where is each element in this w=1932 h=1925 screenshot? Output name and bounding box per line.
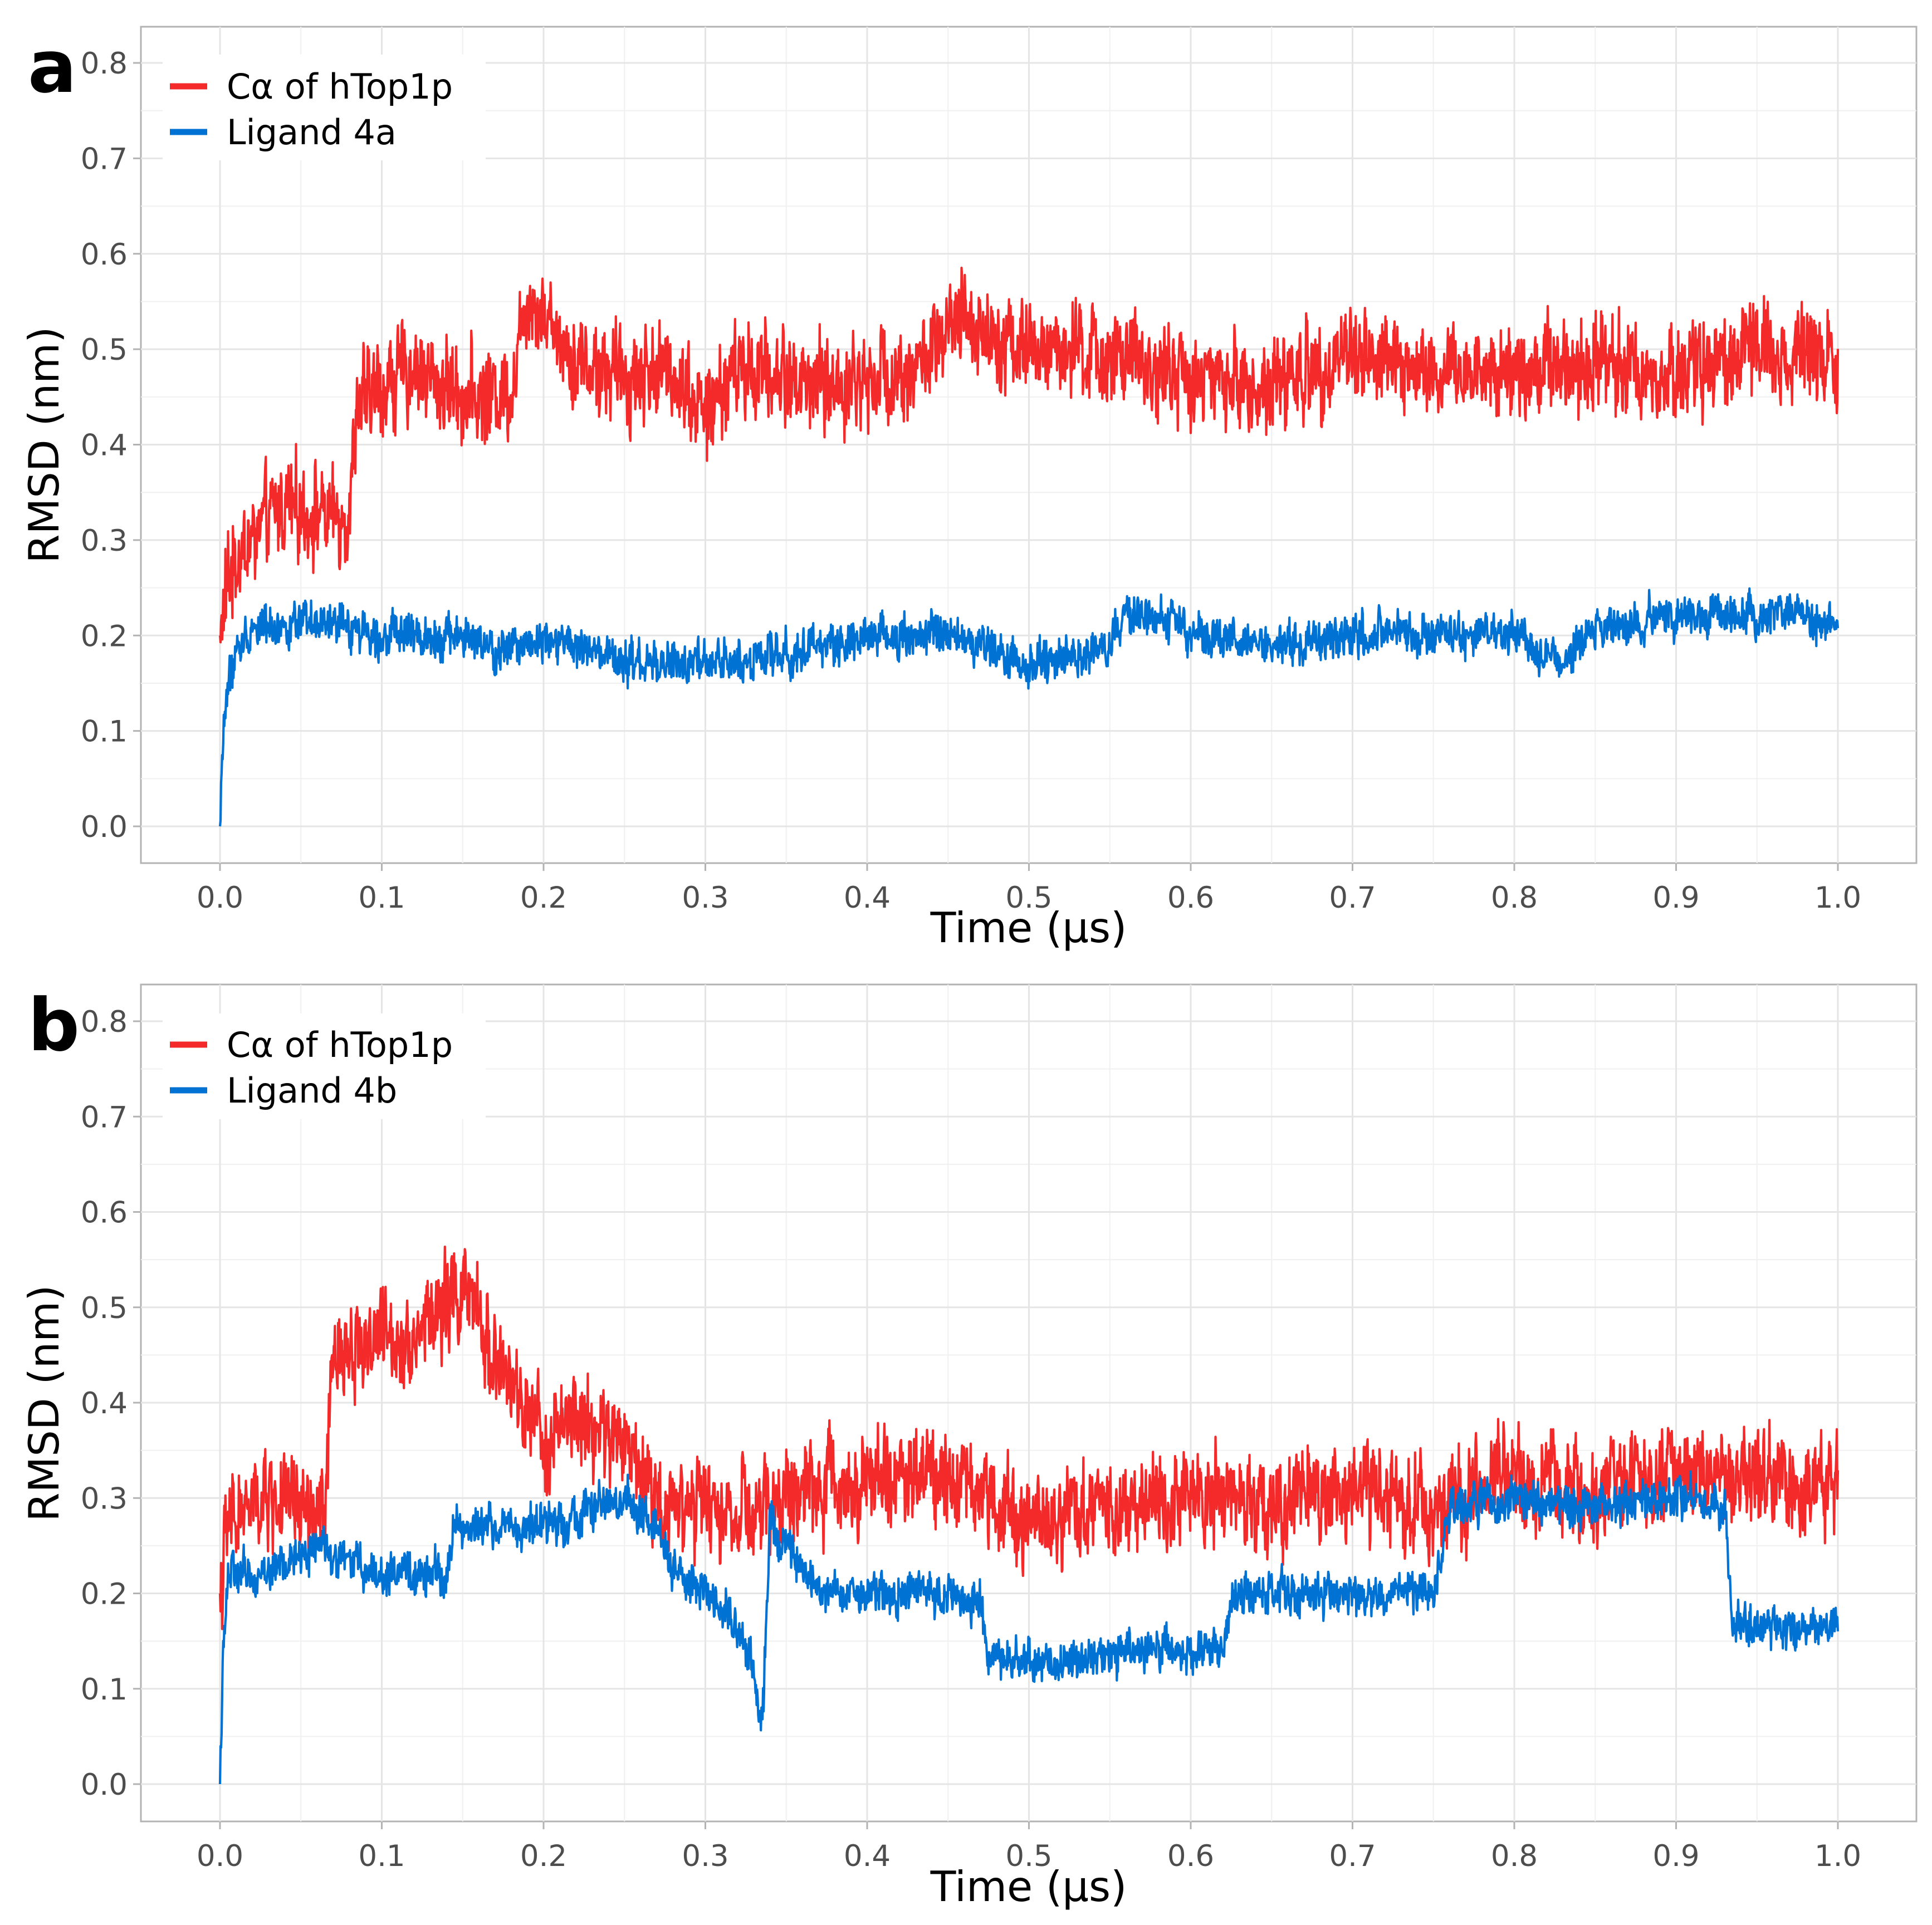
panel-a-label: a bbox=[28, 25, 77, 109]
panel-b: 0.0 0.1 0.2 0.3 0.4 0.5 0.6 0.7 0.8 0.9 1.0 0.0 0.1 0… bbox=[19, 983, 1918, 1911]
panel-a-x-tick-label: 0.3 bbox=[682, 881, 728, 915]
panel-b-series-calpha-line bbox=[218, 1245, 1840, 1630]
panel-a-y-tick-label: 0.5 bbox=[81, 333, 128, 367]
panel-a-y-tick-label: 0.8 bbox=[81, 47, 128, 81]
panel-b-y-tick-label: 0.5 bbox=[81, 1291, 128, 1325]
panel-a-x-tick-label: 0.0 bbox=[197, 881, 243, 915]
panel-a-x-tick-label: 0.2 bbox=[520, 881, 567, 915]
panel-a-legend: Cα of hTop1p Ligand 4a bbox=[163, 55, 486, 160]
panel-a: 0.0 0.1 0.2 0.3 0.4 0.5 0.6 0.7 0.8 0.9 1.0 0.0 0.1 0… bbox=[19, 25, 1918, 952]
panel-b-y-tick-label: 0.3 bbox=[81, 1482, 128, 1516]
panel-a-x-tick-label: 1.0 bbox=[1814, 881, 1861, 915]
panel-a-legend-ligand: Ligand 4a bbox=[227, 112, 397, 153]
panel-a-y-tick-label: 0.7 bbox=[81, 142, 128, 176]
panel-a-y-tick-label: 0.1 bbox=[81, 715, 128, 749]
panel-b-y-tick-label: 0.0 bbox=[81, 1768, 128, 1802]
panel-b-x-tick-label: 0.0 bbox=[197, 1839, 243, 1873]
panel-a-xlabel: Time (µs) bbox=[930, 903, 1127, 952]
panel-b-xlabel: Time (µs) bbox=[930, 1862, 1127, 1911]
panel-b-x-tick-label: 0.2 bbox=[520, 1839, 567, 1873]
panel-b-series-ligand-line bbox=[218, 1470, 1840, 1785]
panel-a-y-tick-label: 0.3 bbox=[81, 524, 128, 558]
panel-b-legend-calpha: Cα of hTop1p bbox=[227, 1025, 453, 1065]
panel-a-x-tick-label: 0.6 bbox=[1167, 881, 1214, 915]
panel-a-legend-calpha: Cα of hTop1p bbox=[227, 66, 453, 107]
panel-b-series bbox=[218, 1245, 1840, 1785]
panel-a-y-tick-label: 0.0 bbox=[81, 810, 128, 844]
panel-b-x-tick-label: 0.6 bbox=[1167, 1839, 1214, 1873]
panel-b-x-tick-label: 0.8 bbox=[1491, 1839, 1538, 1873]
panel-b-label: b bbox=[28, 983, 80, 1067]
panel-a-series-calpha-line bbox=[218, 266, 1840, 644]
panel-a-x-tick-label: 0.5 bbox=[1005, 881, 1052, 915]
panel-b-axes: 0.0 0.1 0.2 0.3 0.4 0.5 0.6 0.7 0.8 0.9 1.0 0.0 0.1 0… bbox=[81, 1005, 1861, 1873]
panel-b-x-tick-label: 0.1 bbox=[358, 1839, 405, 1873]
panel-b-y-tick-label: 0.4 bbox=[81, 1387, 128, 1421]
panel-a-y-tick-label: 0.6 bbox=[81, 238, 128, 272]
panel-a-ylabel: RMSD (nm) bbox=[19, 326, 69, 563]
panel-b-x-tick-label: 0.7 bbox=[1329, 1839, 1376, 1873]
panel-b-x-tick-label: 0.9 bbox=[1652, 1839, 1699, 1873]
panel-b-x-tick-label: 1.0 bbox=[1814, 1839, 1861, 1873]
panel-a-x-tick-label: 0.7 bbox=[1329, 881, 1376, 915]
panel-b-x-tick-label: 0.3 bbox=[682, 1839, 728, 1873]
panel-b-legend-ligand: Ligand 4b bbox=[227, 1070, 397, 1111]
panel-b-legend: Cα of hTop1p Ligand 4b bbox=[163, 1013, 486, 1119]
panel-a-y-tick-label: 0.2 bbox=[81, 619, 128, 653]
panel-a-series-ligand-line bbox=[218, 587, 1840, 827]
panel-a-x-tick-label: 0.4 bbox=[844, 881, 891, 915]
panel-b-x-tick-label: 0.4 bbox=[844, 1839, 891, 1873]
panel-a-x-tick-label: 0.9 bbox=[1652, 881, 1699, 915]
panel-b-y-tick-label: 0.8 bbox=[81, 1005, 128, 1039]
panel-b-ylabel: RMSD (nm) bbox=[19, 1285, 69, 1521]
panel-b-y-tick-label: 0.7 bbox=[81, 1100, 128, 1134]
panel-a-legend-box bbox=[163, 55, 486, 160]
panel-a-x-tick-label: 0.8 bbox=[1491, 881, 1538, 915]
panel-a-x-tick-label: 0.1 bbox=[358, 881, 405, 915]
panel-b-legend-box bbox=[163, 1013, 486, 1119]
panel-b-y-tick-label: 0.6 bbox=[81, 1196, 128, 1230]
panel-b-y-tick-label: 0.2 bbox=[81, 1578, 128, 1611]
panel-b-y-tick-label: 0.1 bbox=[81, 1673, 128, 1707]
panel-a-series bbox=[218, 266, 1840, 827]
panel-b-x-tick-label: 0.5 bbox=[1005, 1839, 1052, 1873]
panel-a-axes: 0.0 0.1 0.2 0.3 0.4 0.5 0.6 0.7 0.8 0.9 1.0 0.0 0.1 0… bbox=[81, 47, 1861, 915]
panel-a-y-tick-label: 0.4 bbox=[81, 429, 128, 463]
